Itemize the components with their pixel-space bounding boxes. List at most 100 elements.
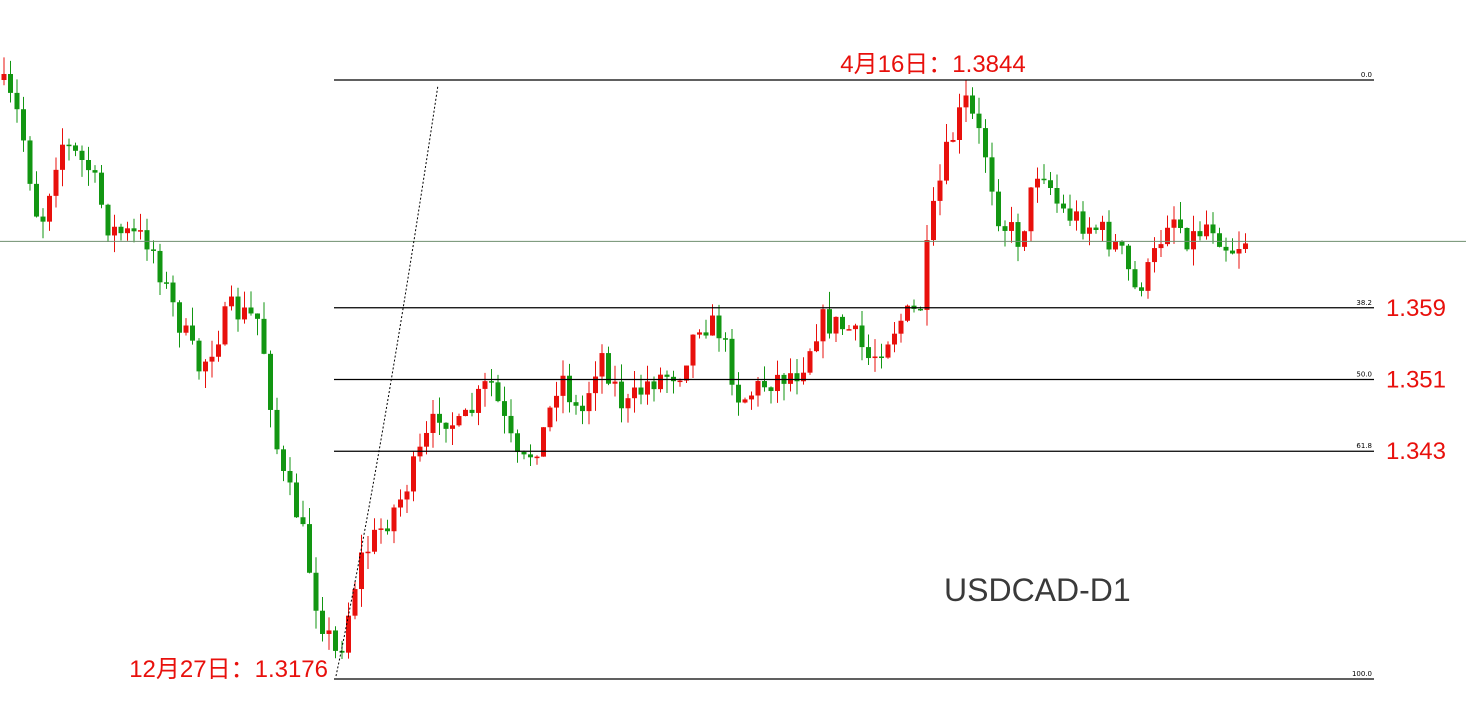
candle-body-81	[528, 454, 533, 458]
candle-body-40	[261, 318, 267, 354]
candle-body-79	[515, 433, 520, 452]
candle-body-156	[1015, 222, 1021, 247]
candle-body-171	[1113, 241, 1118, 250]
candle-body-117	[762, 381, 767, 388]
candle-body-133	[866, 347, 871, 359]
candle-body-70	[456, 416, 462, 426]
candle-body-124	[807, 351, 813, 373]
candle-body-73	[476, 388, 481, 413]
candle-body-30	[196, 340, 202, 372]
candle-body-9	[60, 144, 65, 170]
candle-body-149	[970, 95, 975, 114]
candle-body-8	[53, 169, 59, 196]
candle-body-118	[768, 387, 774, 392]
candle-body-157	[1022, 231, 1027, 247]
fib-price-label-3: 1.343	[1386, 438, 1446, 465]
candle-body-178	[1158, 244, 1164, 249]
candle-body-10	[66, 144, 72, 147]
fib-ratio-label-1: 38.2	[1356, 299, 1372, 307]
candle-body-127	[827, 309, 832, 334]
candle-body-136	[885, 344, 891, 358]
candle-body-139	[905, 305, 910, 321]
candle-body-48	[313, 572, 319, 611]
candle-body-122	[794, 373, 800, 382]
candle-body-3	[21, 109, 26, 141]
candle-body-155	[1009, 222, 1014, 231]
candle-body-116	[755, 381, 761, 396]
candle-body-145	[944, 141, 949, 181]
candle-body-172	[1119, 241, 1125, 246]
candle-body-12	[79, 150, 85, 160]
candle-body-45	[294, 482, 299, 518]
chart-title: USDCAD-D1	[944, 572, 1131, 608]
candle-body-17	[112, 226, 117, 236]
candle-body-142	[924, 240, 930, 310]
candle-body-16	[105, 204, 111, 236]
candle-body-61	[398, 499, 403, 508]
candle-body-80	[521, 451, 527, 455]
candle-body-92	[599, 353, 605, 377]
candle-body-78	[508, 415, 514, 434]
candle-body-111	[723, 338, 728, 340]
candle-body-98	[638, 387, 644, 395]
candle-body-110	[716, 315, 722, 339]
candle-body-25	[164, 282, 169, 284]
candle-body-179	[1165, 227, 1170, 245]
candle-body-54	[352, 589, 358, 616]
candle-body-62	[404, 491, 410, 500]
fib-ratio-label-2: 50.0	[1356, 371, 1372, 379]
candle-body-146	[950, 139, 956, 142]
candle-body-158	[1028, 187, 1034, 232]
candle-body-20	[131, 228, 137, 232]
candle-body-190	[1236, 249, 1242, 254]
candle-body-97	[632, 387, 637, 399]
candles-group	[1, 57, 1248, 659]
candle-body-83	[541, 427, 546, 457]
candle-body-151	[983, 128, 988, 158]
candle-body-100	[651, 381, 657, 390]
candle-body-184	[1197, 231, 1203, 237]
high-annotation: 4月16日：1.3844	[840, 51, 1025, 78]
candle-body-131	[853, 325, 858, 330]
candle-body-147	[957, 107, 962, 140]
candle-body-144	[937, 180, 943, 201]
candle-body-150	[976, 113, 982, 129]
candle-body-50	[326, 630, 332, 634]
candle-body-72	[469, 409, 475, 413]
candle-body-132	[859, 325, 865, 348]
candle-body-43	[281, 449, 286, 471]
candle-body-95	[619, 381, 624, 409]
candle-body-2	[14, 92, 20, 110]
candle-body-29	[190, 325, 195, 341]
candle-body-74	[482, 381, 488, 389]
candle-body-129	[840, 316, 845, 330]
candle-body-32	[209, 356, 215, 362]
fib-price-label-1: 1.359	[1386, 295, 1446, 322]
candle-body-21	[138, 230, 143, 232]
fib-ratio-label-3: 61.8	[1356, 442, 1372, 450]
candle-body-37	[242, 307, 247, 320]
low-annotation: 12月27日：1.3176	[129, 656, 328, 683]
candle-body-128	[833, 316, 839, 334]
candle-body-101	[658, 374, 663, 390]
candle-body-51	[333, 630, 338, 651]
candle-body-177	[1152, 248, 1157, 263]
candle-body-99	[645, 381, 650, 395]
candle-body-23	[151, 249, 156, 251]
candle-body-55	[359, 552, 364, 590]
candle-body-134	[872, 356, 878, 359]
candle-body-82	[534, 456, 540, 459]
candle-body-67	[437, 413, 442, 423]
candle-body-38	[248, 307, 254, 314]
candle-body-143	[931, 200, 936, 241]
candle-body-174	[1132, 269, 1138, 288]
candle-body-185	[1204, 224, 1209, 237]
candle-body-0	[1, 74, 7, 80]
candle-body-63	[411, 456, 416, 492]
candle-body-166	[1080, 211, 1086, 234]
candle-body-107	[697, 332, 702, 335]
candle-body-52	[339, 650, 345, 653]
candle-body-170	[1106, 221, 1112, 250]
candle-body-34	[222, 306, 228, 345]
candle-body-15	[99, 172, 104, 205]
